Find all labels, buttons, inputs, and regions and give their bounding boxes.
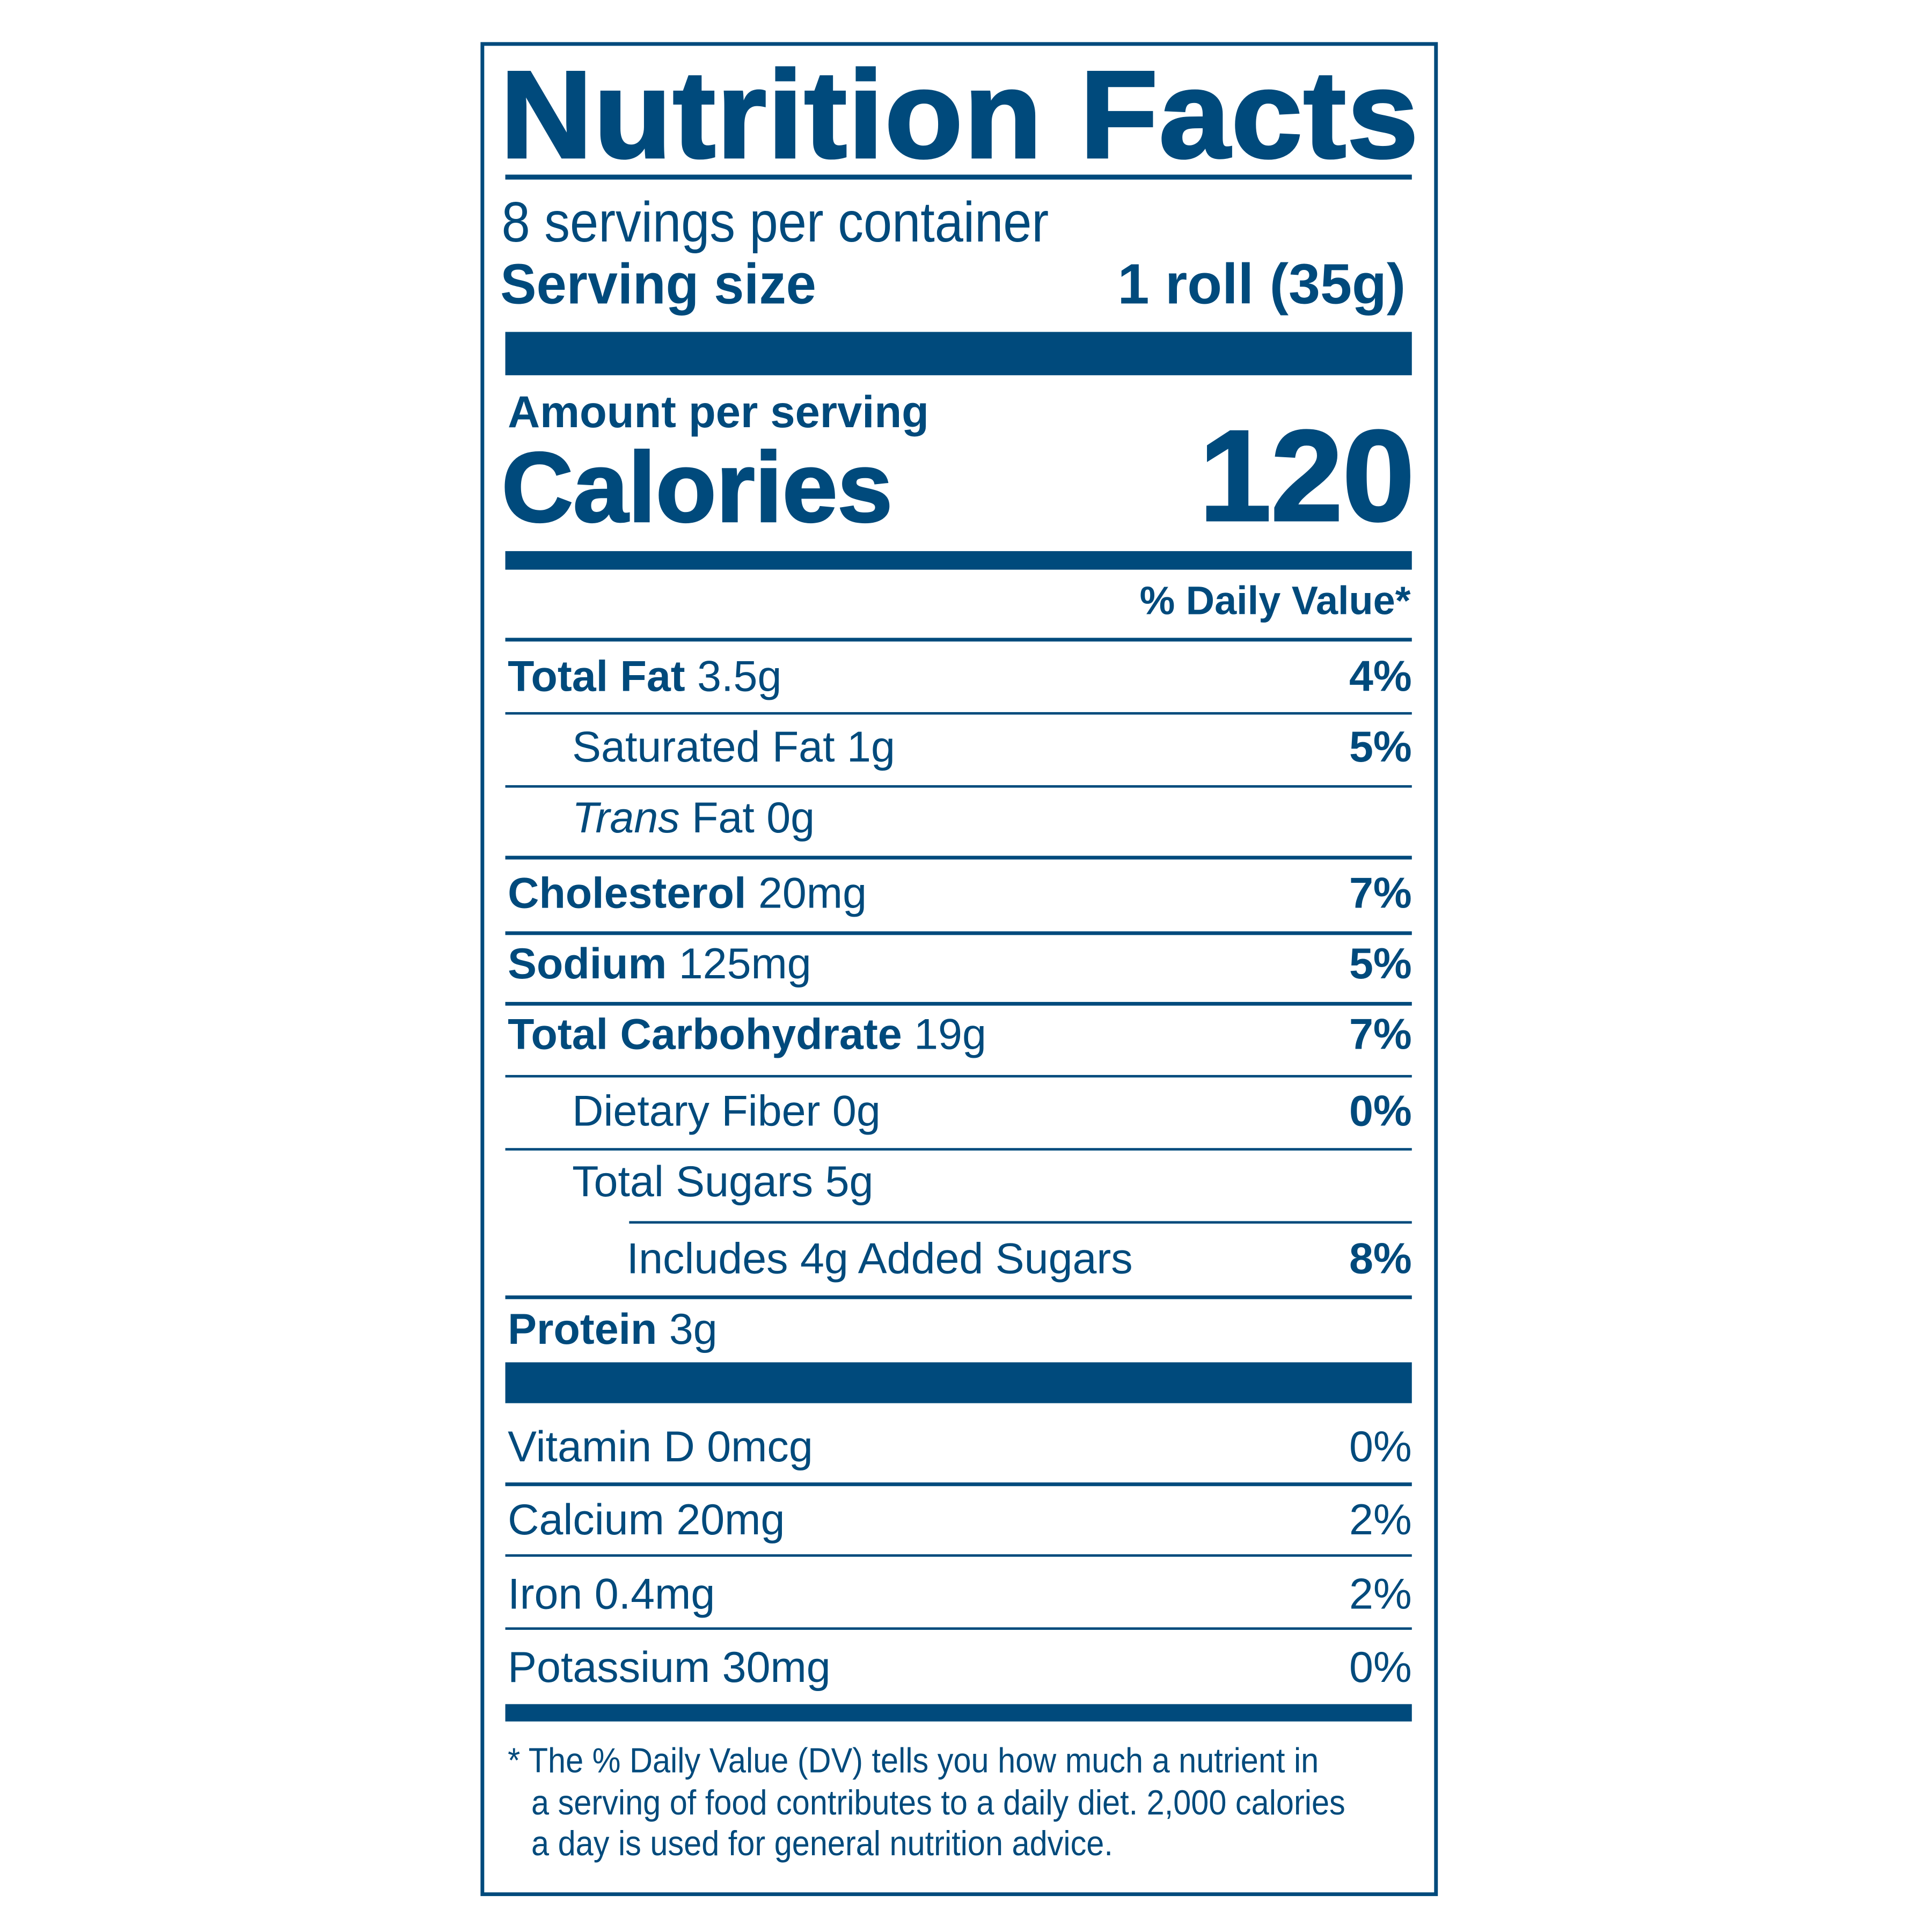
amount-per-serving: Amount per serving [508,386,929,437]
nutrient-name: Cholesterol [508,869,747,918]
divider [505,638,1412,642]
nutrient-name: Protein [508,1305,657,1354]
divider [505,785,1412,788]
nutrient-name: Dietary Fiber [572,1087,821,1136]
nutrient-dv: 4% [1349,653,1412,701]
calories-label: Calories [501,431,894,544]
nutrient-dv: 5% [1349,723,1412,772]
nutrient-row-cholesterol: Cholesterol 20mg 7% [506,869,1412,919]
vitamin-label: Potassium 30mg [508,1643,831,1692]
divider [505,1554,1412,1557]
nutrient-name: Total Carbohydrate [508,1011,902,1059]
nutrient-amount: 20mg [758,869,867,918]
divider [505,1482,1412,1487]
nutrient-row-total-fat: Total Fat 3.5g 4% [506,653,1412,702]
thick-bar [505,332,1412,376]
nutrient-row-dietary-fiber: Dietary Fiber 0g 0% [506,1087,1412,1137]
vitamin-row: Vitamin D 0mcg 0% [506,1423,1412,1473]
divider [505,1148,1412,1151]
vitamin-row: Iron 0.4mg 2% [506,1570,1412,1620]
nutrient-amount: Fat 0g [692,794,815,843]
footnote-line: * The % Daily Value (DV) tells you how m… [508,1741,1319,1780]
calories-value: 120 [1198,404,1416,550]
nutrient-amount: 3g [669,1305,718,1354]
nutrient-name: Total Sugars [572,1158,814,1206]
divider [505,1075,1412,1078]
nutrient-amount: 1g [847,723,895,772]
vitamin-row: Potassium 30mg 0% [506,1643,1412,1693]
nutrient-amount: 3.5g [697,653,782,701]
daily-value-header: % Daily Value* [1139,578,1411,623]
divider [505,931,1412,935]
medium-bar [505,1704,1412,1722]
nutrient-name: Includes 4g Added Sugars [626,1234,1133,1283]
nutrient-name: Sodium [508,940,667,989]
divider [629,1221,1412,1224]
divider [505,1295,1412,1299]
nutrient-dv: 7% [1349,1011,1412,1059]
nutrient-row-total-sugars: Total Sugars 5g [506,1158,1412,1208]
divider [505,174,1412,180]
vitamin-label: Vitamin D 0mcg [508,1423,813,1472]
divider [505,1001,1412,1006]
nutrient-name: Total Fat [508,653,685,701]
footnote-line: a serving of food contributes to a daily… [531,1783,1345,1822]
serving-size-label: Serving size [500,251,816,316]
vitamin-dv: 2% [1349,1496,1412,1545]
label-border [480,42,1438,1897]
nutrient-amount: 19g [914,1011,986,1059]
vitamin-dv: 0% [1349,1643,1412,1692]
nutrient-row-saturated-fat: Saturated Fat 1g 5% [506,723,1412,773]
nutrient-dv: 8% [1349,1234,1412,1283]
nutrient-name: Saturated Fat [572,723,835,772]
label-title: Nutrition Facts [499,45,1420,186]
footnote-line: a day is used for general nutrition advi… [531,1824,1113,1863]
medium-bar [505,551,1412,570]
nutrient-amount: 5g [825,1158,874,1206]
vitamin-row: Calcium 20mg 2% [506,1496,1412,1546]
nutrient-name: Trans [572,794,680,843]
vitamin-label: Calcium 20mg [508,1496,785,1545]
serving-size-value: 1 roll (35g) [1117,251,1406,316]
nutrient-dv: 0% [1349,1087,1412,1136]
divider [505,1627,1412,1630]
thick-bar [505,1362,1412,1403]
divider [505,855,1412,860]
nutrient-row-total-carbohydrate: Total Carbohydrate 19g 7% [506,1011,1412,1060]
nutrient-dv: 7% [1349,869,1412,918]
vitamin-dv: 0% [1349,1423,1412,1472]
nutrient-row-added-sugars: Includes 4g Added Sugars 8% [506,1235,1412,1284]
nutrient-row-trans-fat: Trans Fat 0g [506,794,1412,843]
vitamin-label: Iron 0.4mg [508,1570,715,1619]
nutrient-row-protein: Protein 3g [506,1305,1412,1355]
vitamin-dv: 2% [1349,1570,1412,1619]
nutrient-row-sodium: Sodium 125mg 5% [506,940,1412,990]
servings-per-container: 8 servings per container [501,189,1049,254]
nutrient-dv: 5% [1349,940,1412,989]
nutrient-amount: 0g [832,1087,881,1136]
nutrient-amount: 125mg [678,940,811,989]
divider [505,712,1412,715]
